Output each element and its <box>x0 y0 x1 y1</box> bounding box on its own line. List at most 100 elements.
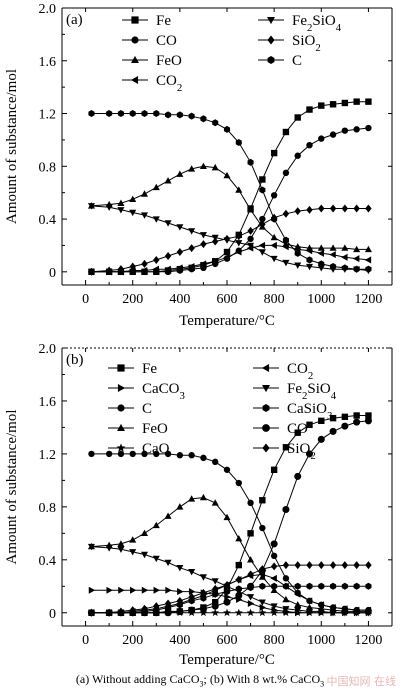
data-point <box>305 608 314 616</box>
data-point <box>140 529 149 537</box>
data-point <box>247 530 254 537</box>
series-feo <box>87 493 372 615</box>
legend-label: Fe <box>156 13 171 29</box>
data-point <box>188 112 195 120</box>
data-point <box>246 608 255 617</box>
data-point <box>141 110 148 118</box>
series-c <box>88 110 372 273</box>
data-point <box>282 505 290 514</box>
data-point <box>341 244 349 251</box>
data-point <box>188 588 196 596</box>
x-tick-label: 0 <box>82 633 89 648</box>
data-point <box>199 260 207 268</box>
data-point <box>317 601 325 609</box>
y-tick-label: 0.4 <box>39 554 57 569</box>
data-point <box>188 495 196 502</box>
data-point <box>317 244 325 251</box>
x-tick-label: 400 <box>169 292 190 307</box>
data-point <box>105 545 113 552</box>
data-point <box>305 247 313 255</box>
data-point <box>282 595 290 603</box>
data-point <box>164 450 172 458</box>
data-point <box>152 216 160 223</box>
data-point <box>200 115 207 123</box>
data-point <box>305 603 314 611</box>
data-point <box>318 561 325 570</box>
data-point <box>199 574 207 581</box>
data-point <box>88 586 96 594</box>
data-point <box>341 99 349 107</box>
data-point <box>223 598 231 606</box>
data-point <box>105 608 113 617</box>
data-point <box>200 594 207 602</box>
data-point <box>270 574 277 582</box>
data-point <box>282 209 290 218</box>
data-point <box>176 452 184 459</box>
data-point <box>247 242 255 250</box>
data-point <box>294 152 301 159</box>
data-point <box>365 412 372 419</box>
data-point <box>330 582 337 590</box>
data-point <box>140 212 149 219</box>
data-point <box>223 588 231 596</box>
data-point <box>329 603 336 611</box>
data-point <box>258 573 266 580</box>
data-point <box>117 207 125 214</box>
data-point <box>306 582 313 590</box>
data-point <box>105 204 113 211</box>
data-point <box>247 226 254 235</box>
data-point <box>271 215 278 223</box>
data-point <box>259 186 266 194</box>
series-sio2 <box>88 561 372 617</box>
data-point <box>153 586 160 594</box>
data-point <box>364 245 372 253</box>
data-point <box>259 603 267 611</box>
data-point <box>235 534 243 542</box>
data-point <box>140 266 148 275</box>
data-point <box>176 596 184 605</box>
data-point <box>88 450 95 458</box>
data-point <box>165 586 172 594</box>
data-point <box>141 604 148 613</box>
legend-label: FeO <box>142 421 168 437</box>
data-point <box>318 260 325 268</box>
data-point <box>212 237 219 246</box>
data-point <box>153 255 160 264</box>
legend-label: CO <box>156 33 177 49</box>
data-point <box>235 561 242 569</box>
data-point <box>129 606 136 615</box>
x-tick-label: 800 <box>264 633 285 648</box>
data-point <box>176 170 184 177</box>
data-point <box>306 106 313 113</box>
data-point <box>88 608 95 617</box>
data-point <box>152 183 160 191</box>
data-point <box>270 192 278 199</box>
chart-panel-b: 0 200 400 600 800 1000 1200 0 0.4 0.8 1.2 1.6 2.0 Tem… <box>4 342 393 668</box>
data-point <box>235 186 243 193</box>
data-point <box>294 207 301 216</box>
data-point <box>199 605 207 613</box>
data-point <box>153 110 160 118</box>
data-point <box>223 580 231 589</box>
legend-marker <box>267 35 275 45</box>
legend-label: SiO2 <box>292 33 321 54</box>
data-point <box>365 98 372 105</box>
data-point <box>353 582 360 590</box>
data-point <box>270 562 278 571</box>
data-point <box>353 265 360 273</box>
data-point <box>365 124 372 132</box>
data-point <box>188 569 196 576</box>
data-point <box>294 472 302 480</box>
data-point <box>117 607 125 616</box>
data-point <box>235 139 242 147</box>
data-point <box>164 512 172 519</box>
data-point <box>305 597 313 605</box>
data-point <box>329 204 337 213</box>
data-point <box>212 458 219 466</box>
data-point <box>294 249 301 257</box>
y-tick-label: 0.8 <box>39 160 57 175</box>
legend-marker <box>117 384 126 392</box>
legend-marker <box>267 56 275 64</box>
data-point <box>129 586 137 594</box>
